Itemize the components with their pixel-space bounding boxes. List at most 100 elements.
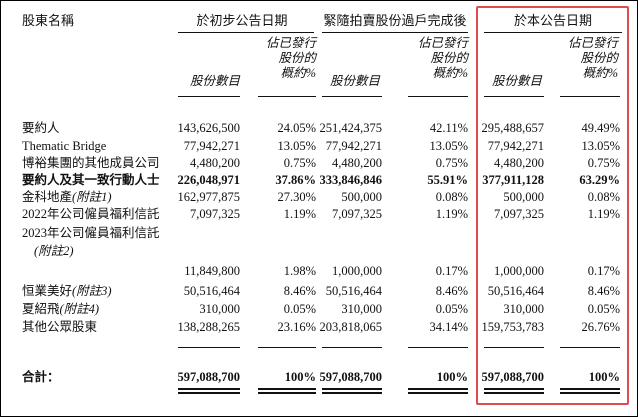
total-rule-top	[560, 347, 620, 348]
shares-current: 50,516,464	[487, 284, 544, 298]
pct-header-line: 股份的	[430, 51, 468, 65]
total-double-rule	[408, 392, 468, 394]
pct-initial: 8.46%	[283, 284, 316, 298]
shares-initial: 77,942,271	[183, 139, 240, 153]
pct-current: 1.19%	[587, 207, 620, 221]
pct-current: 49.49%	[581, 121, 620, 135]
pct-after: 13.05%	[429, 139, 468, 153]
total-double-rule	[178, 388, 240, 390]
shares-after: 203,818,065	[319, 320, 383, 334]
group-header-underline	[484, 32, 622, 33]
pct-current: 26.76%	[581, 320, 620, 334]
shareholder-name: 博裕集團的其他成員公司	[22, 156, 160, 170]
pct-current: 63.29%	[579, 173, 620, 187]
pct-after: 34.14%	[429, 320, 468, 334]
pct-header-line: 概約%	[582, 66, 618, 80]
shares-initial: 143,626,500	[177, 121, 241, 135]
shares-after: 500,000	[341, 190, 382, 204]
header-rule	[258, 96, 316, 97]
pct-initial: 0.75%	[283, 156, 316, 170]
total-double-rule	[322, 388, 382, 390]
shares-after: 7,097,325	[332, 207, 382, 221]
total-rule-top	[258, 347, 316, 348]
shares-initial: 138,288,265	[177, 320, 241, 334]
shareholder-name: 2022年公司僱員福利信託	[22, 207, 160, 221]
pct-after: 0.17%	[435, 264, 468, 278]
header-rule	[408, 96, 468, 97]
shares-current: 159,753,783	[481, 320, 545, 334]
pct-after: 0.75%	[435, 156, 468, 170]
total-rule-top	[408, 347, 468, 348]
pct-initial: 1.98%	[283, 264, 316, 278]
shareholder-name: 要約人及其一致行動人士	[22, 173, 160, 187]
shares-initial: 226,048,971	[177, 173, 241, 187]
shareholder-name: 夏紹飛(附註4)	[22, 302, 100, 316]
shares-header: 股份數目	[329, 74, 380, 88]
shares-initial: 50,516,464	[183, 284, 240, 298]
shareholder-name: 恒業美好(附註3)	[22, 284, 112, 298]
header-rule	[178, 96, 240, 97]
shareholder-name: 金科地產(附註1)	[22, 190, 112, 204]
shares-initial: 7,097,325	[190, 207, 240, 221]
shares-after: 50,516,464	[325, 284, 382, 298]
shares-after: 251,424,375	[319, 121, 383, 135]
shares-current: 500,000	[503, 190, 544, 204]
shares-after: 1,000,000	[332, 264, 382, 278]
shares-initial: 4,480,200	[190, 156, 240, 170]
pct-after: 1.19%	[435, 207, 468, 221]
shareholder-name: 要約人	[22, 121, 60, 135]
total-shares-initial: 597,088,700	[177, 370, 241, 384]
shareholder-column-header: 股東名稱	[22, 13, 75, 28]
shares-initial: 11,849,800	[184, 264, 240, 278]
shares-header: 股份數目	[491, 74, 542, 88]
pct-after: 8.46%	[435, 284, 468, 298]
total-double-rule	[560, 388, 620, 390]
note-ref: (附註4)	[59, 302, 100, 316]
shares-initial: 310,000	[199, 302, 240, 316]
note-ref: (附註3)	[72, 284, 112, 298]
shares-current: 377,911,128	[482, 173, 544, 187]
pct-header-line: 佔已發行	[265, 36, 316, 50]
total-label: 合計：	[22, 370, 60, 384]
total-double-rule	[258, 392, 316, 394]
shares-current: 310,000	[503, 302, 544, 316]
total-double-rule	[322, 392, 382, 394]
total-pct-after: 100%	[436, 370, 468, 384]
highlight-box	[476, 6, 629, 405]
total-shares-after: 597,088,700	[319, 370, 383, 384]
pct-current: 0.17%	[587, 264, 620, 278]
pct-initial: 27.30%	[277, 190, 316, 204]
shareholder-name: 其他公眾股東	[22, 320, 98, 334]
total-shares-current: 597,088,700	[481, 370, 545, 384]
pct-after: 55.91%	[427, 173, 468, 187]
group-header-underline	[322, 32, 468, 33]
group-header-underline	[178, 32, 314, 33]
pct-initial: 0.05%	[283, 302, 316, 316]
pct-after: 0.08%	[435, 190, 468, 204]
shares-current: 7,097,325	[494, 207, 544, 221]
pct-current: 0.75%	[587, 156, 620, 170]
note-ref: (附註1)	[72, 190, 112, 204]
pct-header-line: 佔已發行	[417, 36, 468, 50]
header-rule	[322, 96, 382, 97]
pct-header-line: 概約%	[280, 66, 316, 80]
shares-current: 77,942,271	[487, 139, 544, 153]
total-rule-top	[322, 347, 382, 348]
pct-initial: 24.05%	[277, 121, 316, 135]
pct-initial: 13.05%	[277, 139, 316, 153]
shareholder-name: Thematic Bridge	[22, 139, 107, 153]
pct-current: 0.08%	[587, 190, 620, 204]
total-double-rule	[484, 388, 544, 390]
shares-after: 310,000	[341, 302, 382, 316]
total-double-rule	[560, 392, 620, 394]
total-pct-initial: 100%	[284, 370, 316, 384]
pct-header-line: 股份的	[278, 51, 316, 65]
pct-current: 8.46%	[587, 284, 620, 298]
header-rule	[484, 96, 544, 97]
shares-after: 77,942,271	[325, 139, 382, 153]
pct-header-line: 佔已發行	[567, 36, 618, 50]
header-rule	[560, 96, 620, 97]
total-rule-top	[484, 347, 544, 348]
pct-initial: 1.19%	[283, 207, 316, 221]
shares-current: 1,000,000	[494, 264, 544, 278]
